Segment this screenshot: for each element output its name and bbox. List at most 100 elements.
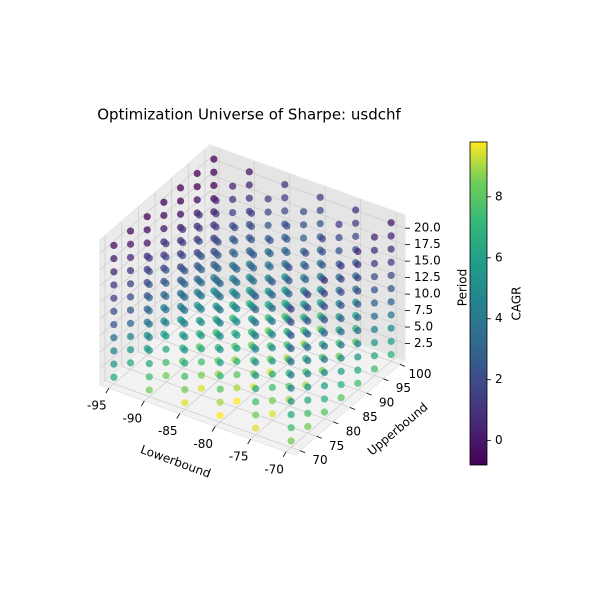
point (229, 208, 237, 217)
point (247, 209, 256, 217)
point (370, 365, 379, 373)
point (245, 181, 253, 189)
x-tick-label: -80 (193, 437, 213, 451)
point (145, 373, 153, 381)
y-tick-label: 75 (329, 439, 344, 453)
grid-line (99, 157, 211, 254)
point (370, 325, 379, 333)
colorbar (469, 141, 488, 466)
point (145, 333, 153, 341)
point (337, 328, 345, 336)
y-tick-label: 70 (312, 453, 327, 467)
point (181, 359, 189, 367)
point (145, 360, 153, 368)
x-tick (211, 426, 216, 432)
point (268, 331, 276, 339)
point (268, 304, 276, 312)
x-tick-label: -90 (123, 411, 143, 425)
point (110, 241, 118, 250)
point (354, 379, 362, 387)
point (335, 220, 343, 228)
point (160, 198, 168, 206)
point (162, 306, 170, 314)
point (352, 206, 360, 214)
point (252, 371, 260, 380)
point (304, 409, 312, 417)
point (354, 261, 362, 269)
point (318, 261, 326, 269)
point (268, 397, 276, 405)
point (354, 366, 362, 374)
point (162, 372, 170, 380)
grid-line (99, 256, 211, 353)
point (252, 398, 260, 406)
point (304, 357, 312, 365)
x-tick (282, 451, 287, 458)
point (216, 306, 224, 314)
point (212, 197, 220, 205)
point (387, 232, 395, 240)
point (181, 280, 189, 288)
point (176, 210, 185, 218)
point (195, 237, 203, 245)
point (354, 274, 362, 282)
point (268, 357, 276, 365)
point (287, 305, 295, 313)
point (216, 398, 224, 406)
point (268, 383, 276, 392)
x-tick (176, 413, 181, 419)
point (143, 213, 151, 221)
point (197, 358, 206, 366)
point (320, 303, 329, 311)
point (231, 250, 239, 258)
x-tick-label: -85 (158, 424, 178, 438)
point (110, 268, 118, 276)
point (210, 168, 218, 176)
point (126, 346, 135, 354)
point (320, 368, 329, 377)
point (197, 266, 206, 274)
point (283, 235, 291, 243)
y-tick (316, 435, 322, 439)
point (264, 221, 272, 229)
colorbar-tick-label: 6 (495, 250, 503, 264)
point (318, 248, 326, 256)
colorbar-label: CAGR (510, 286, 524, 320)
grid-line (99, 190, 211, 287)
point (316, 206, 324, 215)
point (145, 320, 153, 328)
point (337, 367, 345, 375)
point (233, 292, 241, 300)
point (179, 252, 187, 260)
point (252, 332, 260, 340)
point (335, 247, 343, 255)
point (212, 210, 220, 218)
point (370, 259, 379, 268)
z-tick-label: 7.5 (414, 303, 433, 317)
point (176, 184, 185, 192)
point (268, 344, 276, 352)
point (181, 306, 189, 315)
point (126, 293, 135, 301)
y-tick (349, 407, 356, 410)
point (216, 293, 224, 301)
y-tick (383, 378, 389, 382)
y-tick (366, 392, 372, 396)
y-tick-label: 90 (379, 396, 394, 410)
grid-line (99, 174, 211, 270)
point (264, 208, 272, 216)
y-tick (333, 421, 339, 425)
point (299, 221, 308, 229)
z-axis-label: Period (456, 269, 470, 306)
point (233, 278, 241, 287)
point (316, 193, 324, 201)
point (354, 327, 362, 335)
point (287, 397, 295, 405)
point (216, 345, 224, 354)
point (249, 277, 258, 285)
point (197, 305, 206, 313)
point (233, 397, 241, 405)
point (387, 258, 395, 266)
point (176, 197, 185, 205)
